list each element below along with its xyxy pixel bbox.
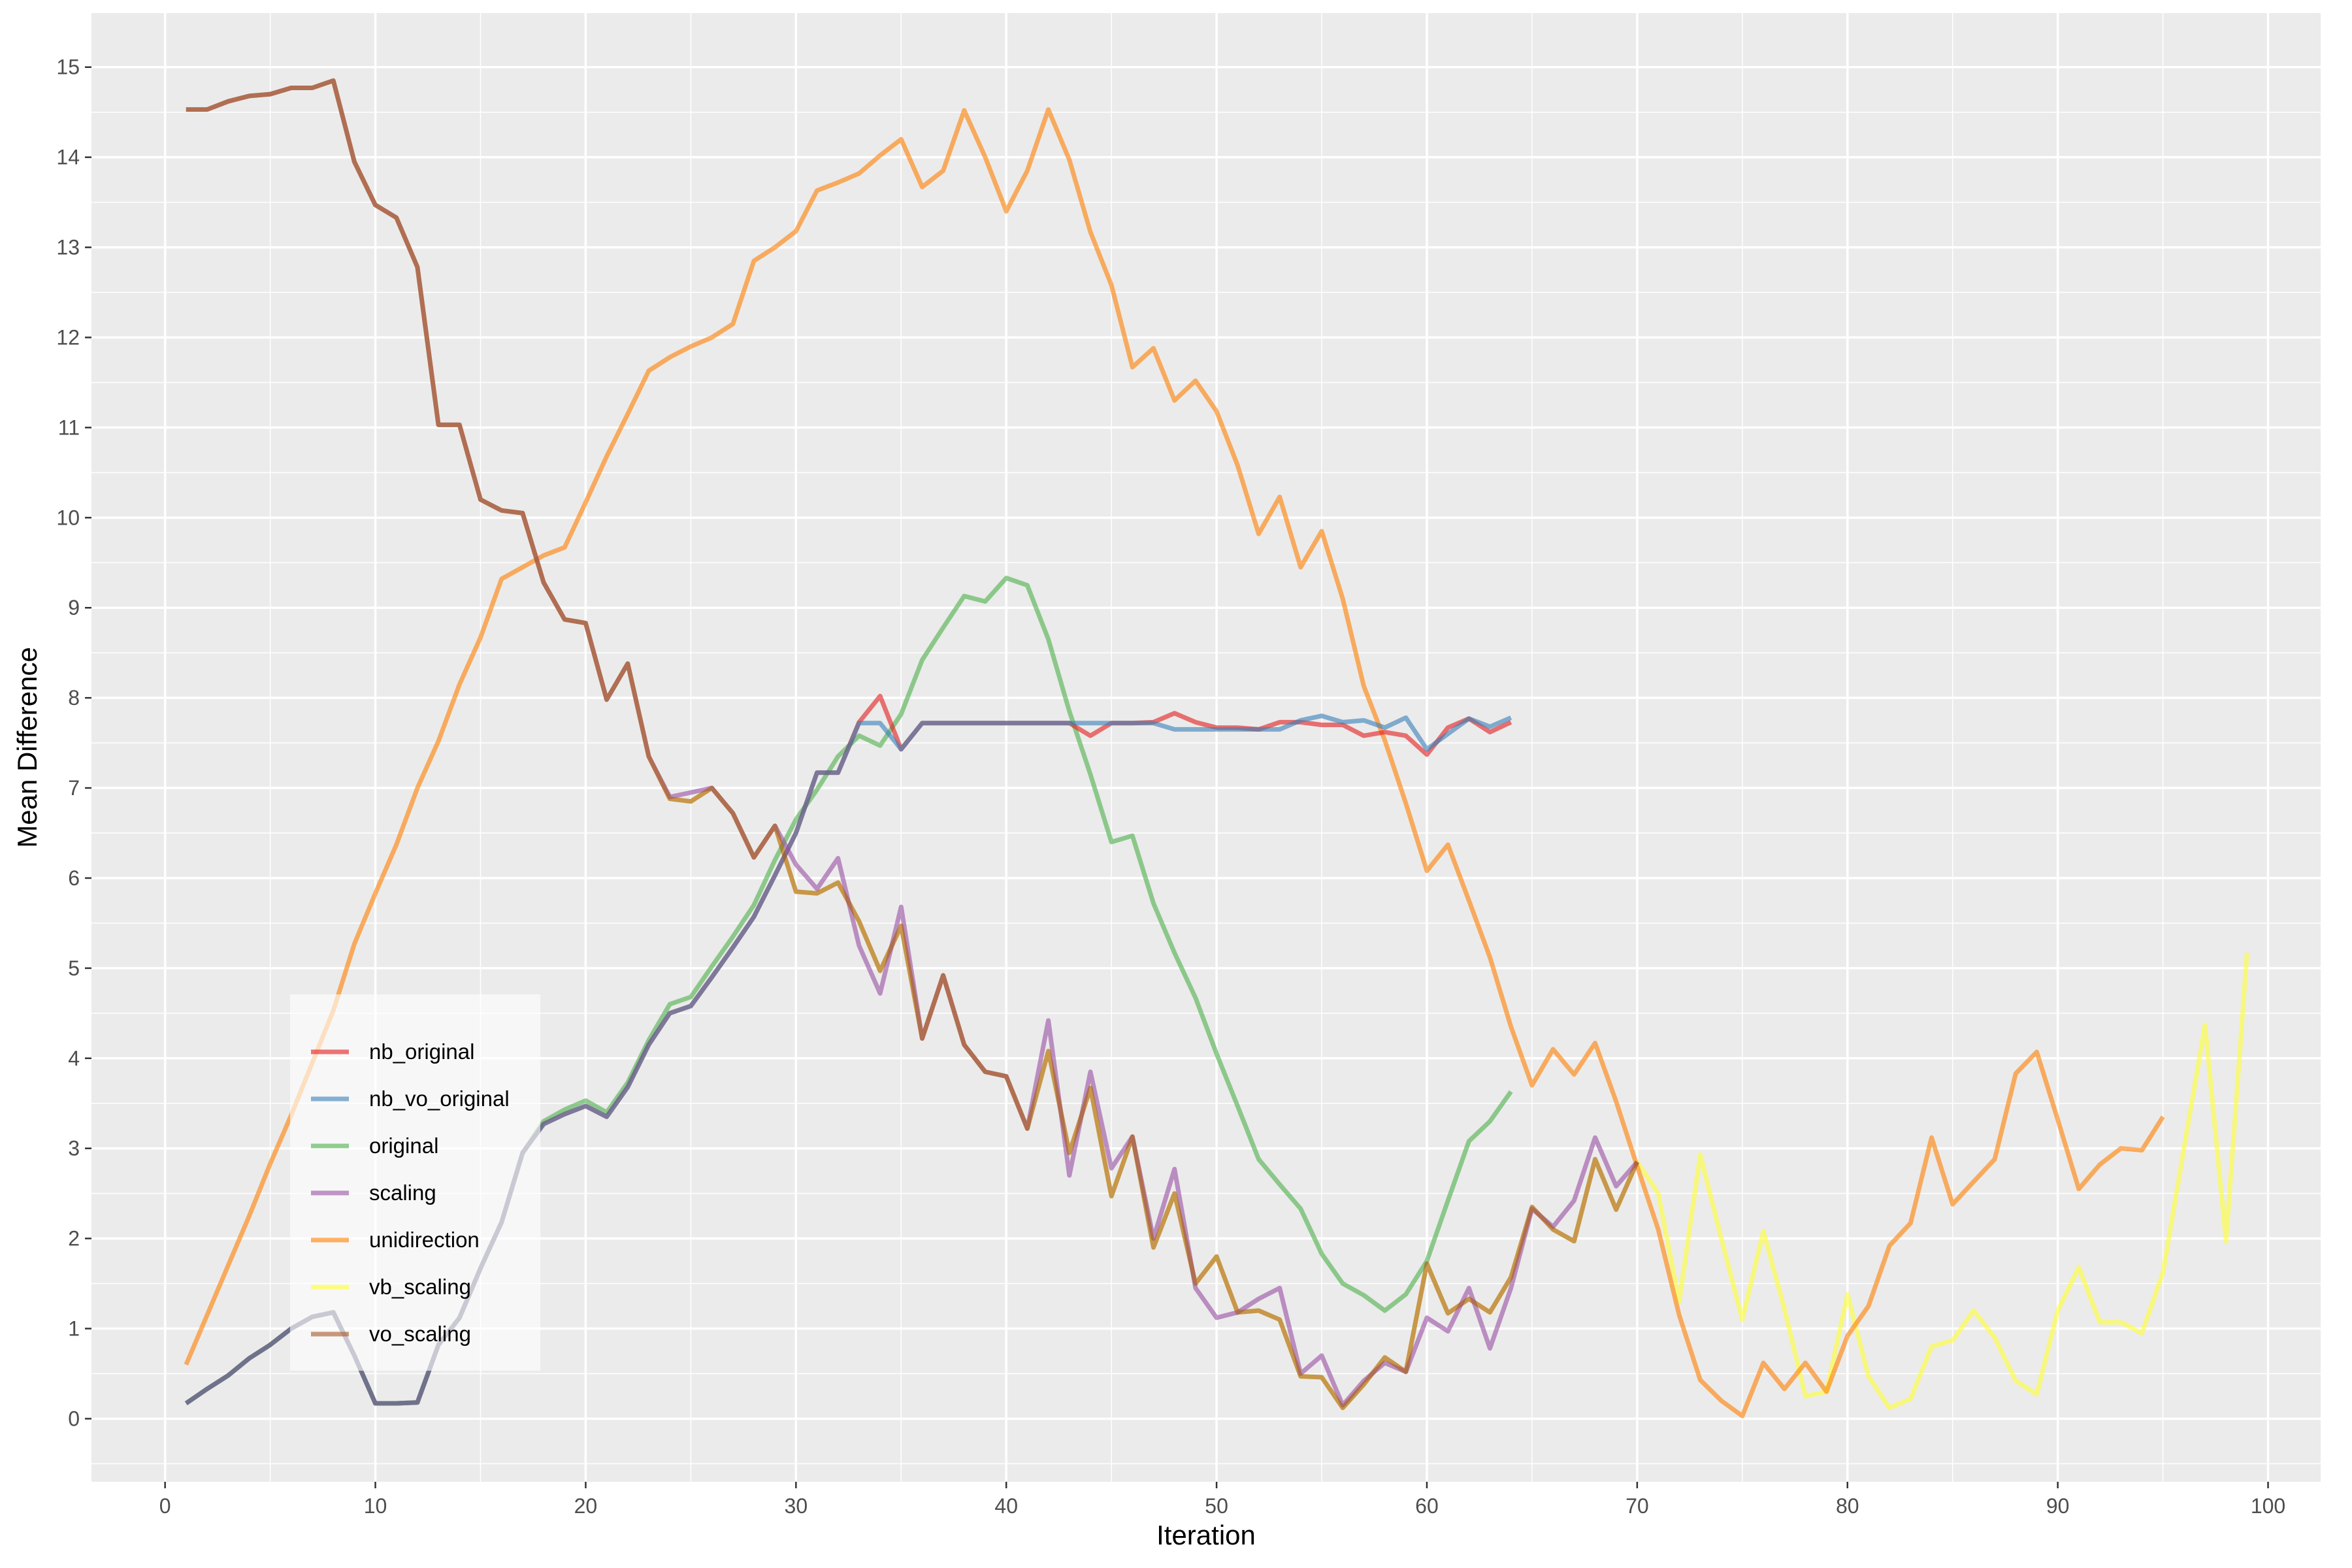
- legend-label-nb_original: nb_original: [369, 1039, 474, 1064]
- legend-label-vb_scaling: vb_scaling: [369, 1275, 471, 1299]
- x-tick-label: 20: [574, 1494, 598, 1518]
- legend-label-original: original: [369, 1134, 438, 1158]
- x-tick-label: 10: [364, 1494, 387, 1518]
- y-tick-label: 0: [68, 1407, 80, 1430]
- series-line-vo_scaling: [186, 78, 1640, 1411]
- y-tick-label: 11: [58, 416, 80, 439]
- y-tick-label: 2: [68, 1227, 80, 1250]
- series-line-unidirection: [184, 107, 2165, 1418]
- y-axis-title: Mean Difference: [12, 647, 42, 847]
- y-tick-label: 10: [56, 506, 80, 529]
- series-lines: [184, 78, 2249, 1418]
- x-tick-label: 80: [1836, 1494, 1859, 1518]
- grid-lines: [59, 13, 2321, 1482]
- y-tick-label: 8: [68, 686, 80, 710]
- legend-label-unidirection: unidirection: [369, 1228, 480, 1252]
- y-tick-label: 7: [68, 776, 80, 800]
- y-tick-label: 3: [68, 1137, 80, 1160]
- x-tick-label: 100: [2251, 1494, 2285, 1518]
- y-tick-label: 13: [56, 236, 80, 259]
- y-tick-label: 4: [68, 1047, 80, 1070]
- y-tick-label: 6: [68, 866, 80, 890]
- x-tick-label: 60: [1415, 1494, 1439, 1518]
- legend-label-vo_scaling: vo_scaling: [369, 1322, 471, 1346]
- x-tick-label: 30: [785, 1494, 808, 1518]
- legend-label-scaling: scaling: [369, 1181, 436, 1205]
- y-tick-label: 14: [56, 146, 80, 169]
- legend-label-nb_vo_original: nb_vo_original: [369, 1086, 510, 1111]
- series-line-nb_vo_original: [184, 713, 1512, 1406]
- x-tick-label: 70: [1625, 1494, 1649, 1518]
- x-axis: 0 10 20 30 40 50 60 70 80 90 100: [159, 1482, 2285, 1518]
- x-tick-label: 90: [2046, 1494, 2070, 1518]
- x-axis-title: Iteration: [1156, 1520, 1256, 1550]
- legend: nb_original nb_vo_original original scaling…: [290, 994, 540, 1371]
- y-tick-label: 5: [68, 956, 80, 980]
- x-tick-label: 50: [1205, 1494, 1228, 1518]
- x-tick-label: 40: [994, 1494, 1018, 1518]
- y-tick-label: 12: [56, 325, 80, 349]
- y-tick-label: 15: [56, 56, 80, 79]
- y-tick-label: 9: [68, 596, 80, 619]
- x-tick-label: 0: [159, 1494, 171, 1518]
- y-tick-label: 1: [68, 1317, 80, 1341]
- legend-box: [290, 994, 540, 1371]
